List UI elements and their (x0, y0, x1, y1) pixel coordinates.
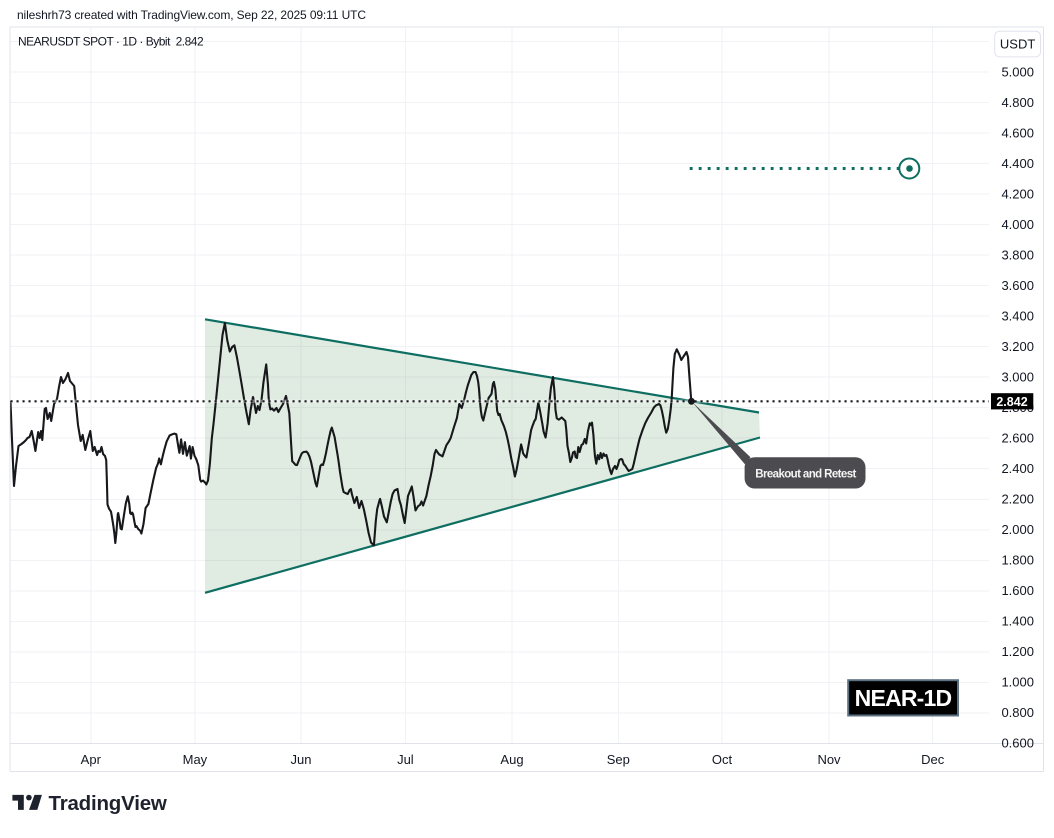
svg-text:Dec: Dec (921, 752, 945, 767)
svg-text:nileshrh73 created with Tradin: nileshrh73 created with TradingView.com,… (17, 8, 366, 22)
svg-text:2.842: 2.842 (996, 395, 1027, 409)
svg-text:3.600: 3.600 (1001, 278, 1034, 293)
svg-text:Aug: Aug (500, 752, 523, 767)
svg-text:4.800: 4.800 (1001, 95, 1034, 110)
svg-text:Jun: Jun (291, 752, 312, 767)
svg-text:4.600: 4.600 (1001, 125, 1034, 140)
svg-text:2.400: 2.400 (1001, 461, 1034, 476)
svg-text:3.200: 3.200 (1001, 339, 1034, 354)
svg-text:2.600: 2.600 (1001, 431, 1034, 446)
svg-text:1.800: 1.800 (1001, 553, 1034, 568)
svg-text:USDT: USDT (1000, 37, 1035, 52)
svg-text:1.600: 1.600 (1001, 583, 1034, 598)
svg-text:Nov: Nov (817, 752, 841, 767)
svg-text:4.400: 4.400 (1001, 156, 1034, 171)
svg-text:5.000: 5.000 (1001, 64, 1034, 79)
svg-text:1.200: 1.200 (1001, 644, 1034, 659)
svg-text:Jul: Jul (397, 752, 414, 767)
svg-text:NEAR-1D: NEAR-1D (855, 685, 952, 711)
svg-text:3.000: 3.000 (1001, 370, 1034, 385)
svg-text:TradingView: TradingView (49, 792, 167, 815)
svg-text:May: May (183, 752, 208, 767)
svg-text:Apr: Apr (81, 752, 102, 767)
svg-text:NEARUSDT SPOT · 1D · Bybit 2.: NEARUSDT SPOT · 1D · Bybit 2.842 (18, 35, 204, 49)
svg-text:2.200: 2.200 (1001, 492, 1034, 507)
svg-text:Oct: Oct (712, 752, 733, 767)
svg-text:3.400: 3.400 (1001, 308, 1034, 323)
svg-text:1.400: 1.400 (1001, 614, 1034, 629)
svg-text:4.000: 4.000 (1001, 217, 1034, 232)
svg-text:0.800: 0.800 (1001, 705, 1034, 720)
svg-text:0.600: 0.600 (1001, 736, 1034, 751)
svg-text:1.000: 1.000 (1001, 675, 1034, 690)
svg-text:Breakout and Retest: Breakout and Retest (755, 468, 856, 480)
svg-text:2.000: 2.000 (1001, 522, 1034, 537)
svg-text:3.800: 3.800 (1001, 247, 1034, 262)
svg-text:4.200: 4.200 (1001, 186, 1034, 201)
svg-text:Sep: Sep (607, 752, 630, 767)
